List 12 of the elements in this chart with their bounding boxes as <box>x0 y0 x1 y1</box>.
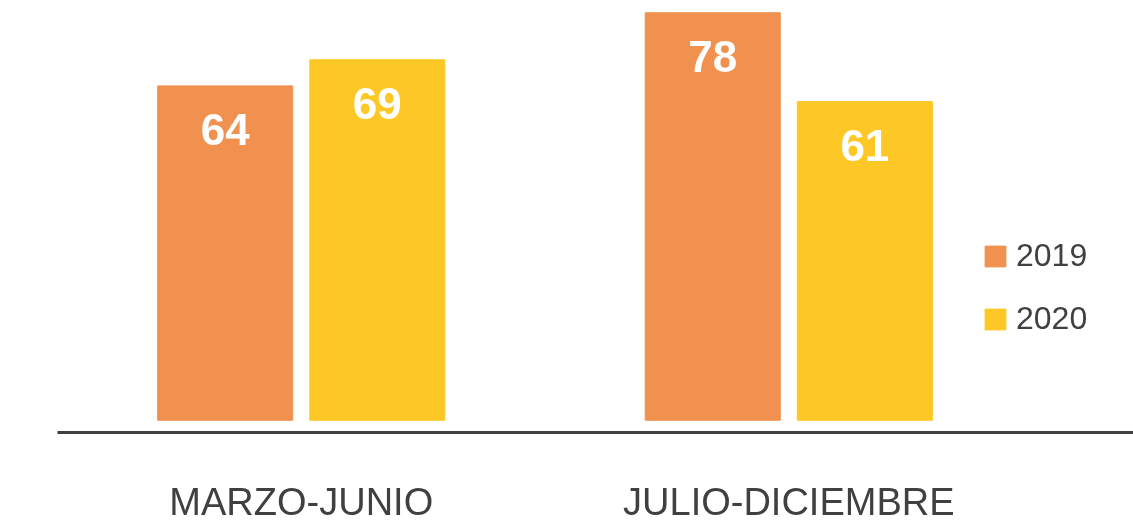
bar <box>644 12 781 421</box>
x-tick-label: JULIO-DICIEMBRE <box>623 480 955 523</box>
data-label: 61 <box>840 120 890 170</box>
legend-label: 2019 <box>1016 237 1088 274</box>
bar <box>157 85 294 421</box>
bar <box>309 59 446 421</box>
data-label: 69 <box>352 78 402 128</box>
data-label: 78 <box>688 31 738 81</box>
x-tick-label: MARZO-JUNIO <box>169 480 434 523</box>
legend-label: 2020 <box>1016 300 1088 337</box>
data-label: 64 <box>200 104 251 154</box>
bar <box>796 101 933 421</box>
